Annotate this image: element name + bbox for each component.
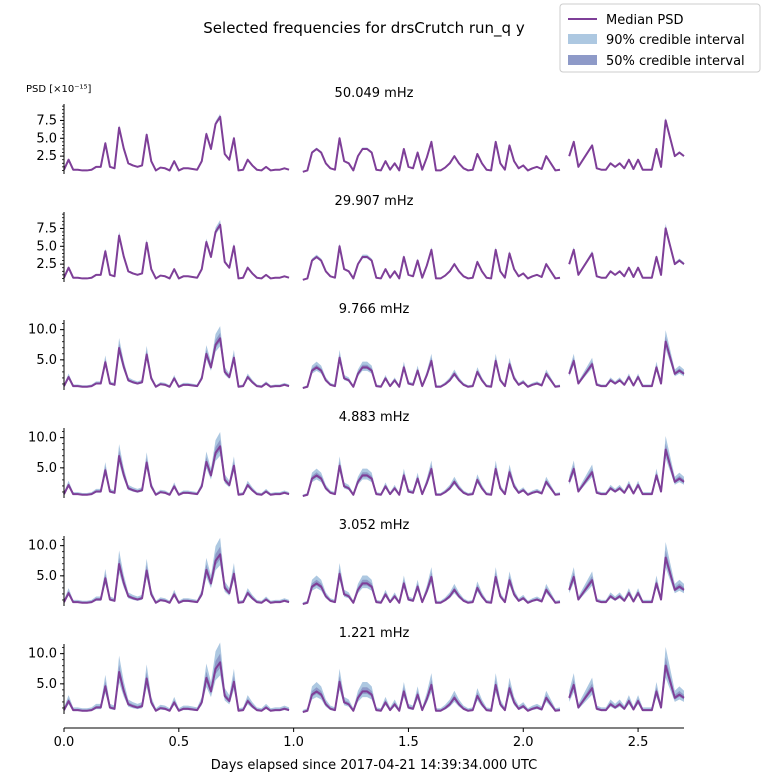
panel-2: 29.907 mHz 2.5 5.0 7.5 <box>36 194 685 282</box>
y-tick-label: 5.0 <box>36 461 57 476</box>
ci50-band <box>64 439 290 496</box>
median-psd-line <box>568 448 685 496</box>
median-psd-line <box>302 137 561 173</box>
ci50-band <box>64 222 290 279</box>
ci90-band <box>64 326 290 388</box>
panel-title: 9.766 mHz <box>339 302 410 317</box>
y-tick-label: 10.0 <box>28 647 57 662</box>
ci90-band <box>64 431 290 496</box>
median-psd-line <box>302 356 561 390</box>
x-tick-label: 0.0 <box>54 735 75 750</box>
ci90-band <box>64 219 290 279</box>
panel-4: 4.883 mHz 5.0 10.0 <box>28 410 685 498</box>
x-tick-label: 1.5 <box>398 735 419 750</box>
ci50-band <box>64 115 290 171</box>
y-tick-label: 5.0 <box>36 569 57 584</box>
ci50-band <box>64 653 290 712</box>
y-tick-label: 10.0 <box>28 539 57 554</box>
median-psd-line <box>302 680 561 714</box>
x-axis: 0.0 0.5 1.0 1.5 2.0 2.5 <box>54 727 684 750</box>
median-psd-line <box>63 115 290 172</box>
legend-frame <box>559 3 761 73</box>
y-tick-label: 5.0 <box>36 353 57 368</box>
panel-6: 1.221 mHz 5.0 10.0 <box>28 626 685 714</box>
ci90-band <box>569 436 684 495</box>
median-psd-line <box>63 553 290 604</box>
x-axis-label: Days elapsed since 2017-04-21 14:39:34.0… <box>211 758 537 773</box>
x-tick-label: 2.0 <box>513 735 534 750</box>
legend-label-median: Median PSD <box>606 13 684 28</box>
ci90-band <box>569 541 684 603</box>
x-tick-label: 1.0 <box>283 735 304 750</box>
median-psd-line <box>568 664 685 712</box>
panel-title: 1.221 mHz <box>339 626 410 641</box>
y-tick-label: 7.5 <box>36 113 57 128</box>
x-tick-label: 2.5 <box>628 735 649 750</box>
ci50-band <box>569 443 684 495</box>
panel-3: 9.766 mHz 5.0 10.0 <box>28 302 685 390</box>
legend-label-ci90: 90% credible interval <box>606 33 745 48</box>
y-tick-label: 5.0 <box>36 677 57 692</box>
panel-title: 50.049 mHz <box>335 86 414 101</box>
ci90-band <box>569 330 684 387</box>
ci90-band <box>64 537 290 604</box>
median-psd-line <box>63 445 290 496</box>
ci50-band <box>569 336 684 387</box>
median-psd-line <box>63 223 290 280</box>
panel-title: 4.883 mHz <box>339 410 410 425</box>
y-tick-label: 10.0 <box>28 323 57 338</box>
legend-label-ci50: 50% credible interval <box>606 54 745 69</box>
panel-title: 3.052 mHz <box>339 518 410 533</box>
ci90-band <box>64 113 290 171</box>
ci50-band <box>64 332 290 387</box>
y-tick-label: 10.0 <box>28 431 57 446</box>
legend-ci90-swatch <box>568 34 597 44</box>
median-psd-line <box>568 119 685 171</box>
panels-area: 50.049 mHz 2.5 5.0 7.5 29.907 mHz 2.5 5.0 7.5 9.… <box>28 86 685 714</box>
legend: Median PSD 90% credible interval 50% cre… <box>559 3 761 73</box>
panel-1: 50.049 mHz 2.5 5.0 7.5 <box>36 86 685 174</box>
ci90-band <box>569 646 684 712</box>
panel-title: 29.907 mHz <box>335 194 414 209</box>
median-psd-line <box>568 556 685 604</box>
median-psd-line <box>302 464 561 498</box>
median-psd-line <box>568 227 685 279</box>
median-psd-line <box>63 661 290 712</box>
median-psd-line <box>568 340 685 388</box>
y-tick-label: 7.5 <box>36 221 57 236</box>
y-tick-label: 2.5 <box>36 149 57 164</box>
y-tick-label: 2.5 <box>36 257 57 272</box>
figure-title: Selected frequencies for drsCrutch run_q… <box>203 19 525 38</box>
ci50-band <box>64 546 290 604</box>
median-psd-line <box>302 245 561 281</box>
y-axis-unit-label: PSD [×10⁻¹⁵] <box>26 84 92 95</box>
legend-ci50-swatch <box>568 55 597 65</box>
median-psd-line <box>302 572 561 606</box>
ci90-band <box>64 642 290 712</box>
y-tick-label: 5.0 <box>36 131 57 146</box>
y-tick-label: 5.0 <box>36 239 57 254</box>
x-tick-label: 0.5 <box>168 735 189 750</box>
median-psd-line <box>63 337 290 388</box>
panel-5: 3.052 mHz 5.0 10.0 <box>28 518 685 606</box>
ci90-band <box>569 223 684 278</box>
